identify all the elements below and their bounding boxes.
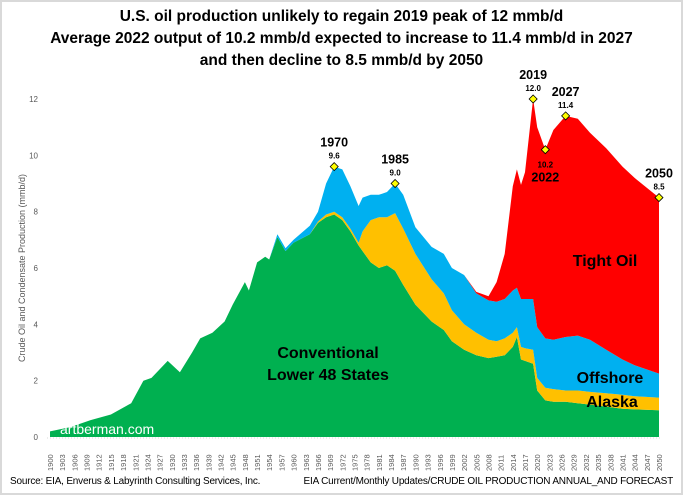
x-tick-label: 1900: [46, 454, 55, 471]
x-tick-label: 2002: [460, 454, 469, 471]
title-line-3: and then decline to 8.5 mmb/d by 2050: [199, 52, 484, 69]
x-tick-label: 2044: [631, 454, 640, 471]
x-tick-label: 1933: [180, 454, 189, 471]
title-line-2: Average 2022 output of 10.2 mmb/d expect…: [50, 30, 633, 47]
x-tick-label: 2029: [570, 454, 579, 471]
annotation-year: 2027: [552, 85, 580, 99]
area-label-tight-oil: Tight Oil: [573, 253, 638, 270]
x-tick-label: 1909: [83, 454, 92, 471]
y-tick-label: 4: [34, 320, 39, 329]
x-tick-label: 2017: [521, 454, 530, 471]
x-tick-label: 1999: [448, 454, 457, 471]
annotation-year: 2019: [519, 68, 547, 82]
annotation-value: 9.0: [390, 169, 402, 178]
watermark: artberman.com: [60, 421, 154, 437]
area-label-conventional-1: Conventional: [277, 345, 378, 362]
x-tick-label: 1957: [277, 454, 286, 471]
title-line-1: U.S. oil production unlikely to regain 2…: [119, 8, 564, 25]
annotation-value: 8.5: [653, 183, 665, 192]
x-tick-label: 2014: [509, 454, 518, 471]
peak-marker-diamond: [329, 162, 339, 172]
x-tick-label: 1936: [192, 454, 201, 471]
annotation-value: 10.2: [538, 161, 554, 170]
annotation-year: 1985: [381, 153, 409, 167]
x-tick-label: 1903: [58, 454, 67, 471]
x-tick-label: 1951: [253, 454, 262, 471]
x-tick-label: 2035: [594, 454, 603, 471]
area-offshore: [50, 166, 659, 432]
x-tick-label: 1942: [217, 454, 226, 471]
x-tick-label: 2050: [655, 454, 664, 471]
x-tick-label: 1984: [387, 454, 396, 471]
x-tick-label: 1924: [143, 454, 152, 471]
x-tick-label: 2023: [545, 454, 554, 471]
x-tick-label: 1993: [424, 454, 433, 471]
y-tick-label: 2: [34, 377, 39, 386]
x-tick-label: 1927: [156, 454, 165, 471]
x-tick-label: 2038: [606, 454, 615, 471]
x-tick-label: 1945: [229, 454, 238, 471]
x-tick-label: 2011: [497, 455, 506, 471]
area-label-conventional-2: Lower 48 States: [267, 367, 389, 384]
x-tick-label: 1918: [119, 454, 128, 471]
x-tick-label: 2032: [582, 454, 591, 471]
x-tick-label: 1906: [70, 454, 79, 471]
peak-marker-diamond: [528, 94, 538, 104]
x-tick-label: 1966: [314, 454, 323, 471]
x-tick-label: 2008: [484, 454, 493, 471]
x-tick-label: 2020: [533, 454, 542, 471]
x-tick-label: 2026: [558, 454, 567, 471]
peak-marker-diamond: [540, 145, 550, 155]
x-tick-label: 1960: [290, 454, 299, 471]
source-left: Source: EIA, Enverus & Labyrinth Consult…: [10, 476, 261, 487]
x-tick-label: 1963: [302, 454, 311, 471]
annotation-value: 11.4: [558, 101, 574, 110]
y-axis-title: Crude Oil and Condensate Production (mmb…: [17, 174, 27, 362]
x-tick-label: 1915: [107, 454, 116, 471]
x-tick-label: 2005: [472, 454, 481, 471]
annotation-value: 9.6: [329, 152, 341, 161]
y-tick-label: 6: [34, 264, 39, 273]
x-tick-label: 1990: [411, 454, 420, 471]
chart-title: U.S. oil production unlikely to regain 2…: [0, 6, 683, 72]
annotation-year: 2050: [645, 167, 673, 181]
area-tight-oil: [50, 99, 659, 432]
x-tick-label: 1969: [326, 454, 335, 471]
area-label-alaska: Alaska: [586, 394, 638, 411]
annotation-value: 12.0: [525, 84, 541, 93]
x-tick-label: 1996: [436, 454, 445, 471]
y-tick-label: 12: [29, 95, 38, 104]
x-tick-label: 1978: [363, 454, 372, 471]
x-tick-label: 2041: [618, 454, 627, 471]
annotation-year: 2022: [531, 171, 559, 185]
y-tick-label: 10: [29, 151, 38, 160]
x-tick-label: 1912: [95, 454, 104, 471]
x-tick-label: 1987: [399, 454, 408, 471]
area-label-offshore: Offshore: [577, 370, 644, 387]
x-tick-label: 1975: [351, 454, 360, 471]
y-tick-label: 0: [34, 433, 39, 442]
x-tick-label: 1981: [375, 454, 384, 471]
peak-marker-diamond: [390, 178, 400, 189]
peak-marker-diamond: [654, 193, 664, 203]
x-tick-label: 2047: [643, 454, 652, 471]
peak-marker-diamond: [561, 111, 571, 121]
area-conventional-lower-48-states: [50, 214, 659, 437]
x-tick-label: 1954: [265, 454, 274, 471]
x-tick-label: 1939: [204, 454, 213, 471]
x-tick-label: 1948: [241, 454, 250, 471]
annotation-year: 1970: [320, 136, 348, 150]
x-tick-label: 1921: [131, 454, 140, 471]
source-right: EIA Current/Monthly Updates/CRUDE OIL PR…: [303, 476, 674, 487]
x-tick-label: 1930: [168, 454, 177, 471]
x-tick-label: 1972: [338, 454, 347, 471]
y-tick-label: 8: [34, 208, 39, 217]
